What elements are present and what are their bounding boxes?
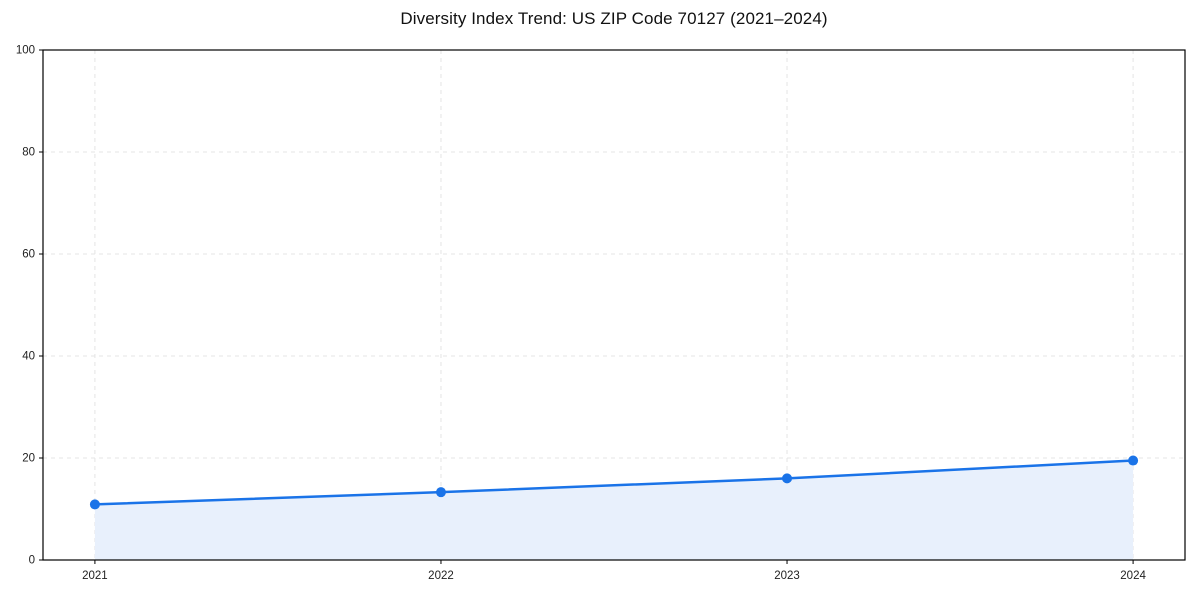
y-tick-label: 80 bbox=[22, 147, 35, 159]
trend-line bbox=[93, 459, 1135, 506]
chart-title: Diversity Index Trend: US ZIP Code 70127… bbox=[400, 9, 828, 28]
area-fill bbox=[94, 460, 1134, 560]
data-point-2024 bbox=[1128, 455, 1139, 466]
y-tick-label: 60 bbox=[22, 249, 35, 261]
data-point-2021 bbox=[89, 499, 100, 510]
y-tick-label: 0 bbox=[29, 555, 35, 567]
x-tick-label: 2021 bbox=[82, 570, 108, 582]
data-point-2023 bbox=[782, 473, 793, 484]
x-tick-label: 2024 bbox=[1120, 570, 1146, 582]
plot-border bbox=[42, 49, 1186, 561]
data-point-2022 bbox=[435, 487, 446, 498]
y-tick-label: 40 bbox=[22, 351, 35, 363]
y-tick-label: 20 bbox=[22, 453, 35, 465]
x-tick-label: 2023 bbox=[774, 570, 800, 582]
y-tick-label: 100 bbox=[16, 45, 35, 57]
x-tick-label: 2022 bbox=[428, 570, 454, 582]
